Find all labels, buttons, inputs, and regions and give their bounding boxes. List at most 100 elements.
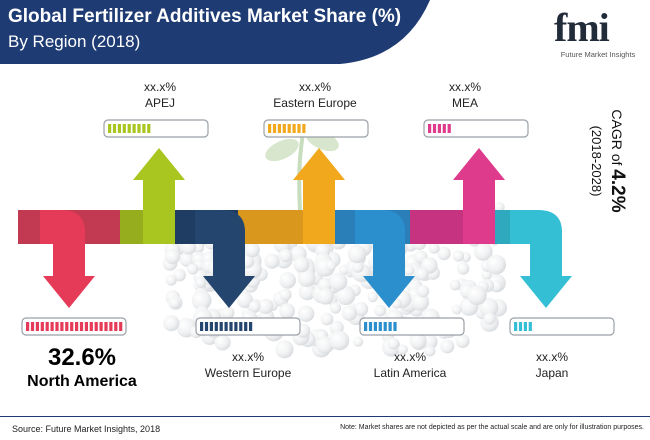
region-arrows bbox=[40, 148, 572, 308]
pellet bbox=[257, 298, 274, 315]
pellet bbox=[481, 269, 492, 280]
indicator-tick bbox=[122, 124, 126, 133]
pellet bbox=[397, 344, 408, 355]
indicator-tick bbox=[239, 322, 243, 331]
indicator-tick bbox=[209, 322, 213, 331]
indicator-tick bbox=[35, 322, 39, 331]
pellet bbox=[367, 291, 378, 303]
pellet bbox=[491, 280, 503, 292]
eastern-europe-arrow bbox=[293, 148, 345, 244]
mea-value: xx.x% bbox=[448, 80, 481, 94]
indicator-tick bbox=[117, 124, 121, 133]
pellet bbox=[416, 284, 430, 298]
pellet bbox=[411, 293, 430, 311]
indicator-tick bbox=[137, 124, 141, 133]
pellet bbox=[352, 261, 364, 273]
pellet bbox=[164, 248, 181, 265]
pellet bbox=[264, 253, 280, 269]
indicator-tick bbox=[302, 124, 306, 133]
region-ribbon bbox=[18, 210, 540, 244]
indicator-tick bbox=[132, 124, 136, 133]
mea-arrow bbox=[453, 148, 505, 244]
pellet bbox=[494, 201, 505, 213]
indicator-tick bbox=[287, 124, 291, 133]
indicator-tick bbox=[388, 322, 392, 331]
indicator-tick bbox=[224, 322, 228, 331]
pellet bbox=[298, 283, 316, 301]
indicator-tick bbox=[292, 124, 296, 133]
indicator-tick bbox=[268, 124, 272, 133]
cagr-prefix: CAGR of bbox=[609, 109, 625, 165]
pellet bbox=[479, 297, 499, 318]
western-europe-indicator bbox=[195, 317, 301, 336]
indicator-tick bbox=[30, 322, 35, 331]
pellet bbox=[279, 272, 296, 289]
apej-value: xx.x% bbox=[143, 80, 176, 94]
pellet bbox=[169, 297, 181, 309]
indicator-tick bbox=[368, 322, 373, 331]
svg-text:CAGR of 4.2%: CAGR of 4.2% bbox=[607, 109, 628, 212]
pellet bbox=[187, 263, 199, 275]
latin-america-name: Latin America bbox=[373, 366, 447, 380]
indicator-tick bbox=[108, 124, 112, 133]
indicator-tick bbox=[127, 124, 131, 133]
indicator-tick bbox=[79, 322, 84, 331]
western-europe-value: xx.x% bbox=[231, 350, 264, 364]
indicator-tick bbox=[528, 322, 532, 331]
pellet bbox=[353, 301, 369, 317]
footer-divider bbox=[0, 416, 650, 417]
pellet bbox=[473, 242, 493, 261]
latin-america-indicator bbox=[359, 317, 465, 336]
note-text: Note: Market shares are not depicted as … bbox=[340, 424, 644, 431]
indicator-tick bbox=[94, 322, 98, 331]
pellet bbox=[163, 315, 180, 332]
pellet bbox=[278, 248, 293, 263]
eastern-europe-name: Eastern Europe bbox=[273, 96, 357, 110]
fmi-logo-tagline: Future Market Insights bbox=[560, 50, 636, 59]
pellet bbox=[467, 285, 487, 306]
pellet bbox=[449, 279, 461, 291]
indicator-tick bbox=[70, 322, 74, 331]
indicator-tick bbox=[272, 124, 277, 133]
title-band bbox=[0, 0, 430, 64]
pellet bbox=[374, 304, 387, 317]
eastern-europe-indicator bbox=[263, 119, 369, 138]
pellet bbox=[483, 312, 496, 325]
indicator-tick bbox=[523, 322, 527, 331]
indicator-tick bbox=[26, 322, 30, 331]
pellet bbox=[221, 306, 235, 320]
indicator-tick bbox=[114, 322, 118, 331]
pellet bbox=[320, 312, 334, 326]
indicator-tick bbox=[45, 322, 49, 331]
pellet bbox=[329, 302, 342, 314]
pellet bbox=[336, 285, 356, 306]
indicator-tick bbox=[378, 322, 382, 331]
north-america-indicator bbox=[21, 317, 127, 336]
pellet bbox=[404, 265, 415, 276]
indicator-tick bbox=[393, 322, 397, 331]
cagr-period: (2018-2028) bbox=[589, 126, 604, 197]
pellet bbox=[456, 262, 470, 275]
indicator-tick bbox=[109, 322, 113, 331]
apej-indicator bbox=[103, 119, 209, 138]
pellet bbox=[179, 252, 195, 267]
pellet bbox=[195, 277, 206, 288]
north-america-arrow bbox=[40, 210, 95, 308]
indicator-tick bbox=[60, 322, 64, 331]
eastern-europe-value: xx.x% bbox=[298, 80, 331, 94]
pellet bbox=[317, 287, 334, 305]
indicator-tick bbox=[40, 322, 44, 331]
pellet bbox=[329, 272, 348, 291]
pellet bbox=[341, 305, 358, 321]
indicator-tick bbox=[277, 124, 281, 133]
pellet bbox=[325, 260, 337, 271]
pellet bbox=[452, 250, 465, 262]
japan-name: Japan bbox=[535, 366, 569, 380]
indicator-tick bbox=[200, 322, 204, 331]
indicator-tick bbox=[437, 124, 441, 133]
pellet bbox=[409, 332, 427, 350]
pellet bbox=[451, 304, 462, 315]
indicator-tick bbox=[204, 322, 209, 331]
source-text: Source: Future Market Insights, 2018 bbox=[12, 424, 161, 434]
indicator-tick bbox=[249, 322, 253, 331]
